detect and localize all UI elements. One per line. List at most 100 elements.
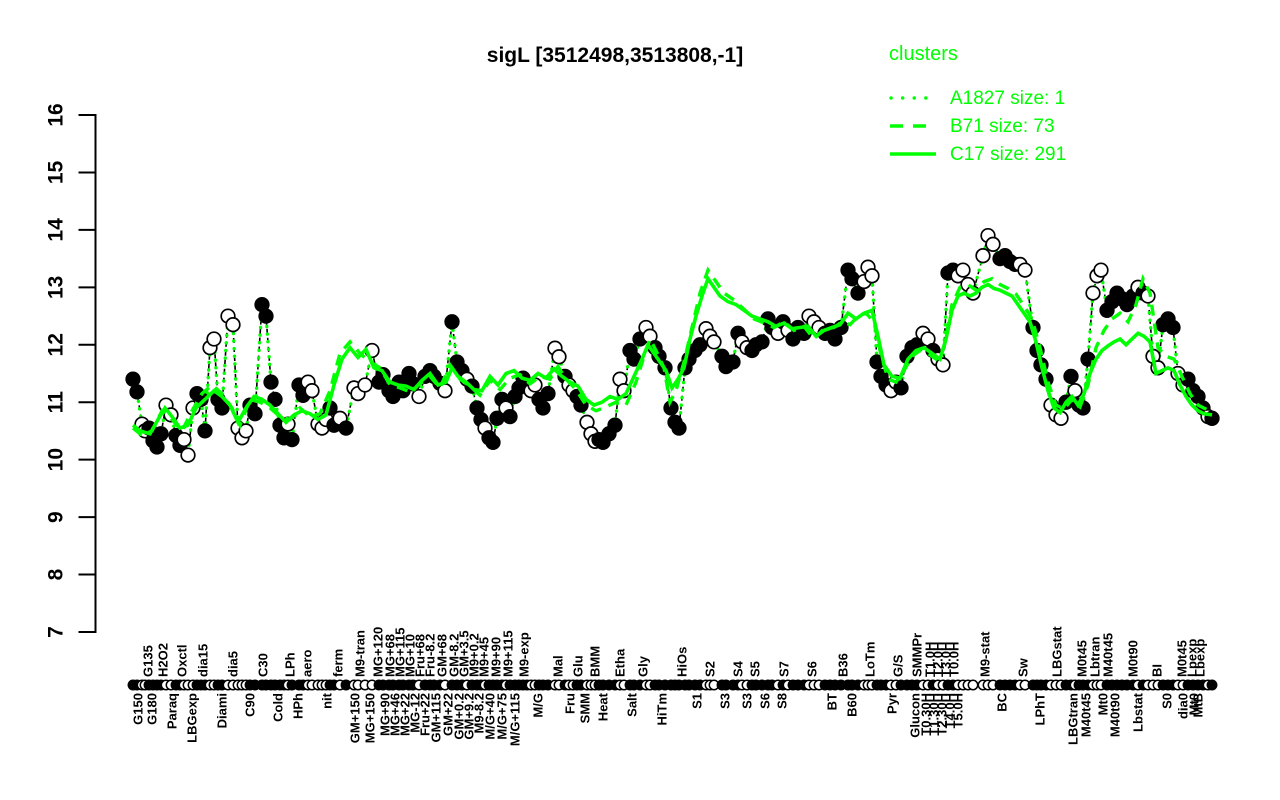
x-label: LPhT <box>1033 693 1048 726</box>
x-label: G180 <box>145 693 160 725</box>
x-label: S6 <box>805 661 820 677</box>
x-label: GM+150 <box>348 693 363 743</box>
open-point <box>1017 262 1033 278</box>
x-label: MG+46 <box>388 693 403 736</box>
x-label: LBGtran <box>1066 693 1081 745</box>
x-label: T1.30H <box>927 693 942 736</box>
x-label: Mal <box>551 655 566 677</box>
x-label: HiTm <box>655 693 670 726</box>
filled-point <box>540 385 556 402</box>
y-tick-label: 10 <box>45 448 68 471</box>
x-label: BC <box>995 692 1010 711</box>
x-label: ferm <box>331 649 346 677</box>
open-point <box>411 388 427 405</box>
x-label: GM+115 <box>429 693 444 743</box>
y-tick-label: 14 <box>45 218 68 242</box>
x-label: MtB <box>1191 693 1206 718</box>
x-label: M/G+40 <box>483 693 498 740</box>
x-label: T1.0H <box>923 642 938 677</box>
filled-point <box>607 417 623 433</box>
x-label: M40t45 <box>1101 633 1116 677</box>
x-label: Glucon <box>908 693 923 738</box>
x-label: T2.0H <box>931 642 946 677</box>
x-label: Gly <box>636 655 651 677</box>
open-point <box>238 423 254 439</box>
x-label: S0 <box>1160 693 1175 709</box>
filled-point <box>153 426 169 442</box>
x-label: M9-tran <box>353 630 368 677</box>
x-label: dia0 <box>1176 693 1191 719</box>
filled-point <box>247 406 263 422</box>
x-label: HiOs <box>675 647 690 677</box>
filled-point <box>214 400 230 416</box>
open-point <box>975 248 991 264</box>
legend-item-b71: B71 size: 73 <box>889 116 1066 136</box>
open-point <box>206 331 222 347</box>
x-label: B60 <box>845 693 860 717</box>
x-label: LPh <box>283 652 298 677</box>
legend-item-label: B71 size: 73 <box>950 115 1055 137</box>
x-label: G150 <box>131 693 146 725</box>
legend-title: clusters <box>889 43 958 65</box>
x-label: C90 <box>243 693 258 717</box>
x-label: S4 <box>731 660 746 677</box>
open-point <box>955 262 971 278</box>
x-label: S5 <box>748 661 763 677</box>
x-label: S6 <box>758 693 773 709</box>
x-label: SMM <box>578 693 593 723</box>
x-label: Diami <box>215 693 230 728</box>
x-label: LBGexp <box>185 693 200 743</box>
x-label: T2.30H <box>935 693 950 736</box>
x-label: B36 <box>836 653 851 677</box>
x-label: C30 <box>256 653 271 677</box>
x-label: Sw <box>1016 657 1031 677</box>
x-label: M9+115 <box>501 630 516 677</box>
x-label: GM+22 <box>441 693 456 736</box>
filled-point <box>284 431 300 448</box>
dashed-line-icon <box>890 124 936 128</box>
x-label: MG+68 <box>383 634 398 677</box>
legend-item-a1827: A1827 size: 1 <box>889 88 1066 108</box>
x-label: Fru <box>563 693 578 714</box>
x-label: M9+45 <box>477 637 492 677</box>
x-label: T0.0H <box>947 642 962 677</box>
x-label: M9+0.2 <box>467 633 482 677</box>
x-label: nit <box>320 692 335 709</box>
filled-point <box>338 420 354 436</box>
x-label: M/G <box>531 693 546 718</box>
chart-title: sigL [3512498,3513808,-1] <box>486 44 744 67</box>
open-point <box>176 431 192 448</box>
x-label: Pyr <box>885 693 900 714</box>
filled-point <box>263 374 279 390</box>
x-label: S3 <box>740 693 755 709</box>
filled-point <box>754 334 770 350</box>
x-label: S8 <box>775 693 790 709</box>
x-label: Lbtran <box>1088 637 1103 678</box>
x-label: S1 <box>690 693 705 709</box>
x-label: Salt <box>625 692 640 717</box>
filled-point <box>1165 319 1181 336</box>
x-label: Oxctl <box>175 644 190 677</box>
x-label: T3.0H <box>939 642 954 677</box>
open-point <box>304 383 320 399</box>
x-label: S2 <box>703 661 718 677</box>
x-label: M/G+115 <box>508 693 523 746</box>
x-label: T0.30H <box>919 693 934 736</box>
solid-line-icon <box>890 152 936 156</box>
open-point <box>1093 262 1109 278</box>
legend-item-c17: C17 size: 291 <box>889 144 1066 164</box>
x-label: Mt0 <box>1187 693 1202 715</box>
x-label: GM+9.2 <box>462 693 477 740</box>
open-point <box>935 357 951 373</box>
x-label: Fru-8.2 <box>423 634 438 677</box>
x-label: Fru+68 <box>413 634 428 677</box>
open-point <box>180 447 196 463</box>
x-label: M0t45 <box>1075 640 1090 677</box>
x-label: M9-exp <box>517 632 532 677</box>
filled-point <box>725 354 741 370</box>
x-label: Glu <box>571 655 586 677</box>
x-label: MG-12 <box>408 693 423 733</box>
y-tick-label: 11 <box>45 391 68 414</box>
filled-point <box>267 391 283 408</box>
y-tick-label: 12 <box>45 333 68 356</box>
